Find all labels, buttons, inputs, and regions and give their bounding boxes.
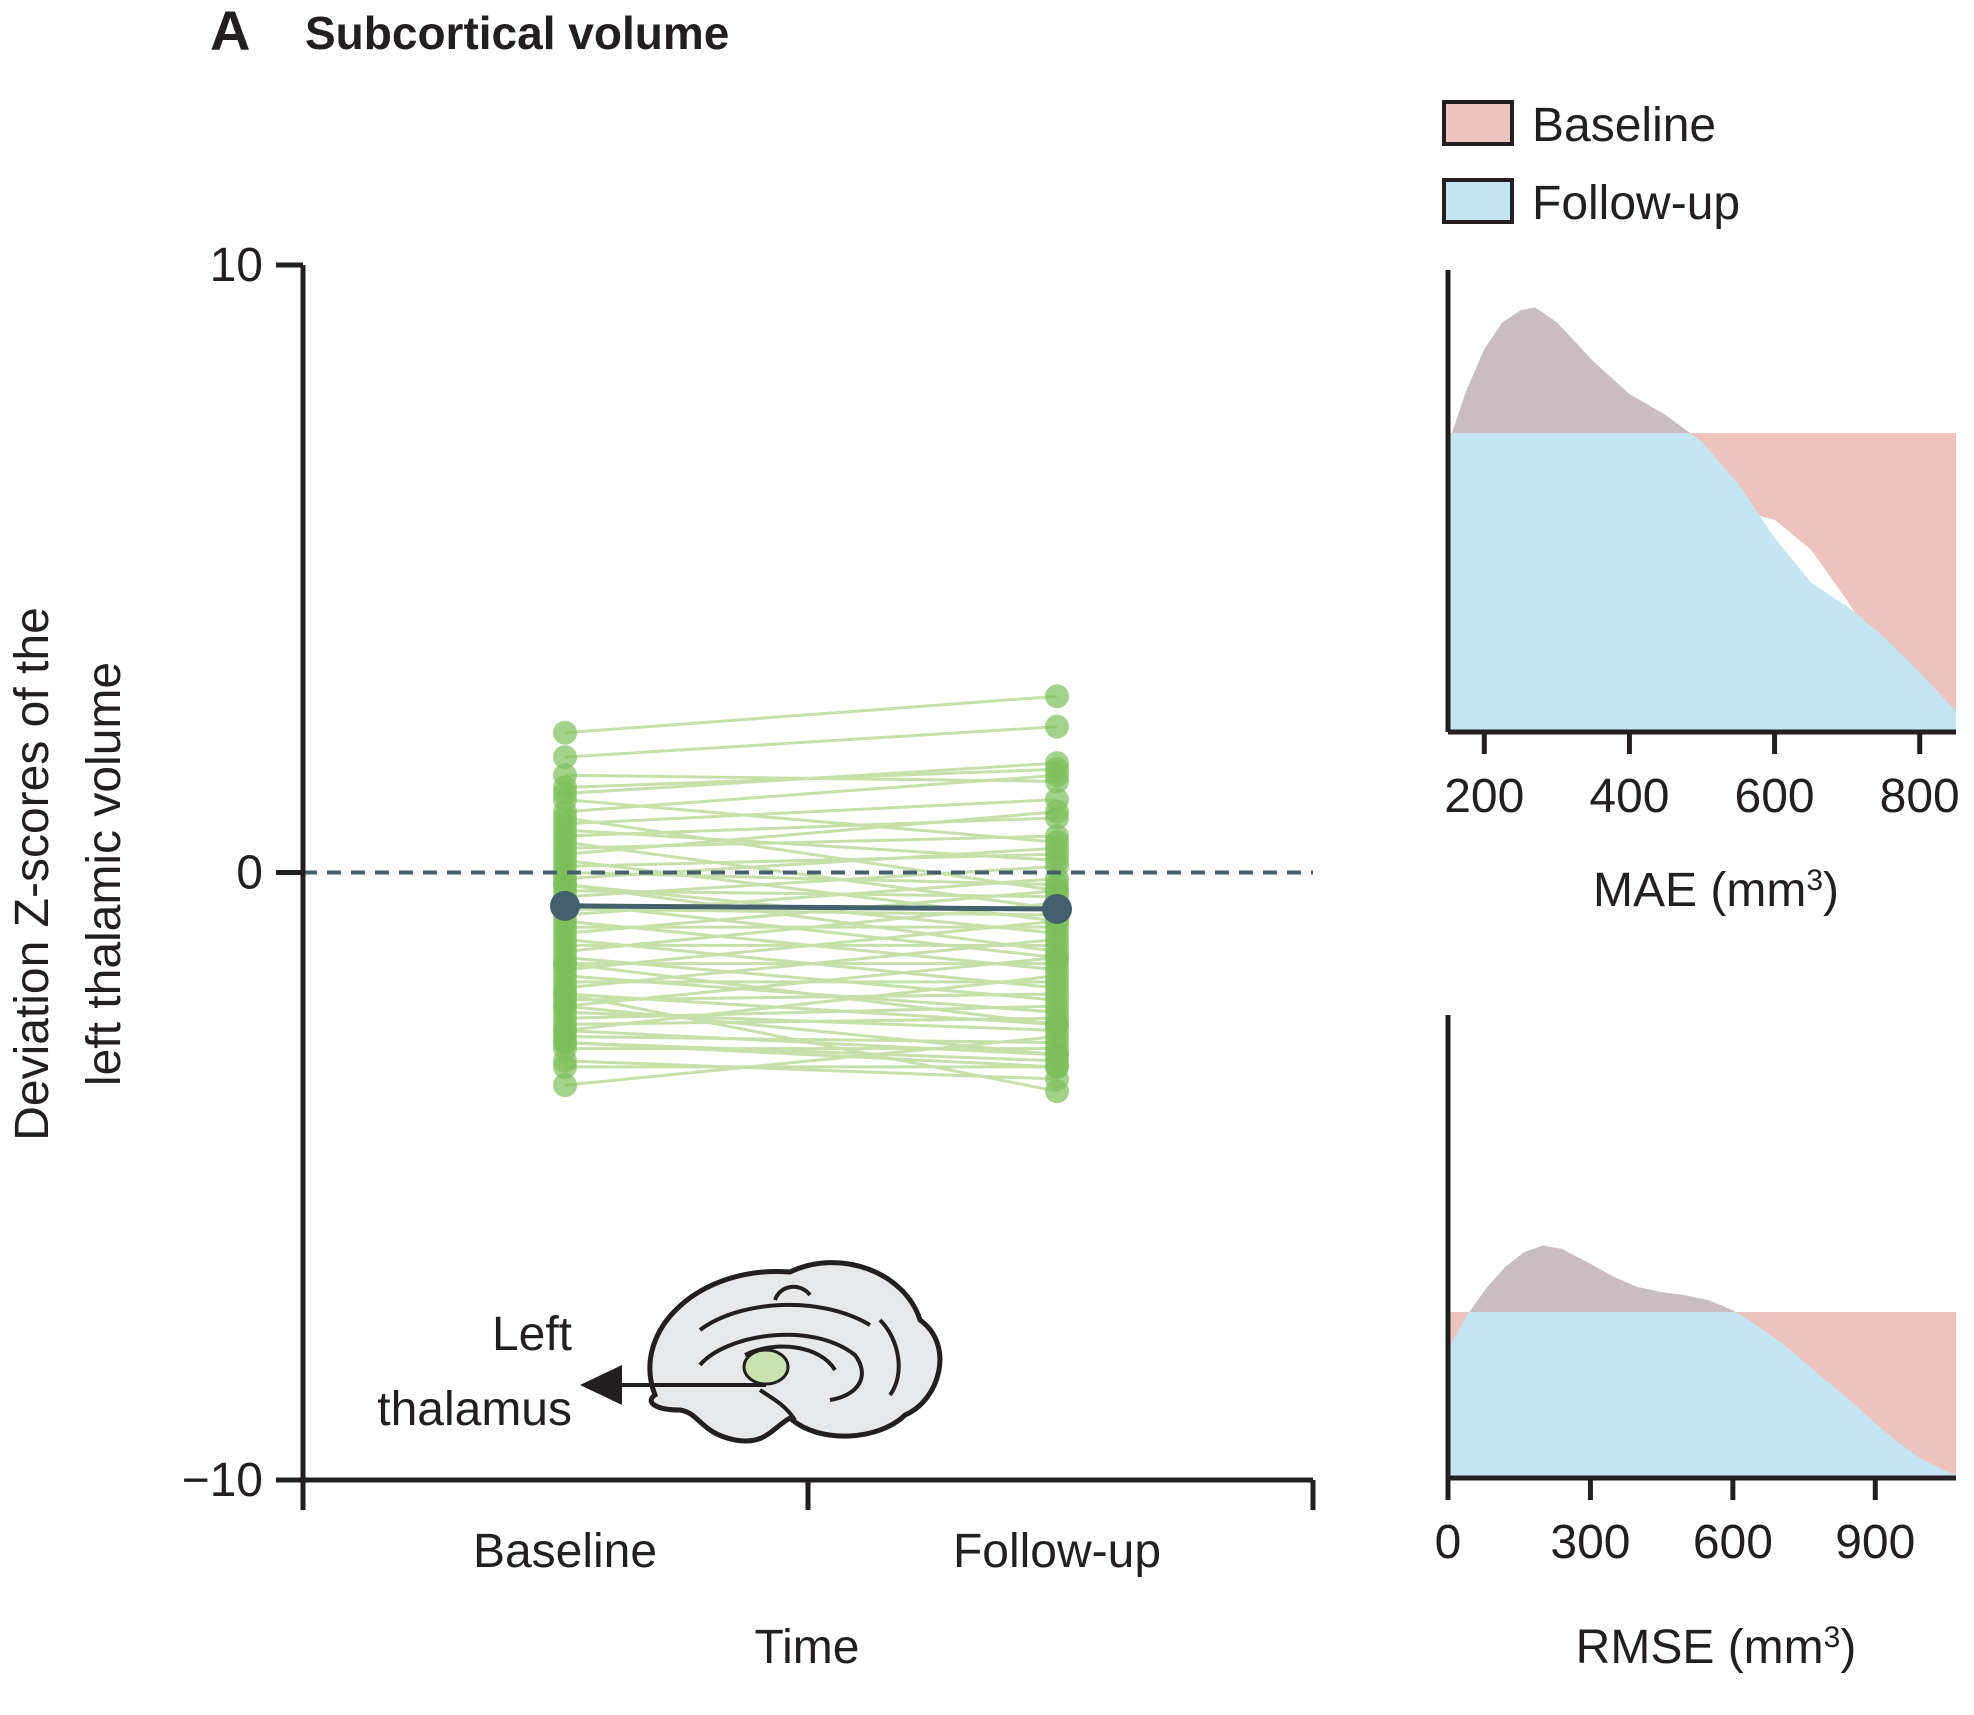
subject-line (564, 962, 1058, 1026)
x-tick-label: Follow-up (953, 1525, 1161, 1578)
thalamus-highlight (742, 1348, 790, 1386)
subject-point-baseline (553, 745, 577, 770)
subject-point-followup (1045, 1012, 1069, 1037)
rmse-density-plot: 0 300 600 900 RMSE (mm3) (1435, 1015, 1956, 1674)
subject-point-followup (1045, 684, 1069, 709)
legend-swatch-followup (1442, 178, 1514, 224)
subject-line (564, 889, 1058, 935)
subject-line (564, 901, 1058, 953)
brain-icon (647, 1260, 943, 1444)
subject-point-baseline (553, 1054, 577, 1079)
subject-point-followup (1045, 963, 1069, 988)
subject-line (564, 1016, 1058, 1026)
brain-gyrus-line (878, 1318, 901, 1397)
subject-line (564, 883, 1058, 953)
x-tick-label: 600 (1693, 1516, 1773, 1569)
x-axis-label: RMSE (mm3) (1576, 1621, 1857, 1675)
subject-point-followup (1045, 1054, 1069, 1079)
x-tick-label: 600 (1735, 770, 1815, 823)
subject-line (564, 1035, 1058, 1087)
density-overlap (1469, 1245, 1736, 1312)
brain-stem-line (758, 1388, 797, 1422)
x-tick-label: 0 (1435, 1516, 1462, 1569)
x-tick-label: 400 (1589, 770, 1669, 823)
subject-line (564, 956, 1058, 1008)
mean-point-baseline (550, 890, 580, 921)
subject-line (564, 798, 1058, 826)
inset-label-line-1: Left (492, 1308, 572, 1361)
x-tick-label: 200 (1444, 770, 1524, 823)
paired-plot: 10 0 −10 Baseline Follow-up Time Deviation … (6, 239, 1316, 1674)
subject-line (564, 852, 1058, 868)
mean-point-followup (1042, 893, 1072, 924)
subject-point-baseline (553, 1073, 577, 1098)
x-axis: Baseline Follow-up (300, 1477, 1316, 1578)
subject-point-followup (1045, 763, 1069, 788)
x-axis-label: Time (755, 1621, 860, 1674)
x-axis: 200 400 600 800 (1444, 270, 1960, 823)
subject-point-baseline (553, 951, 577, 976)
subject-line (564, 725, 1058, 759)
mean-line (564, 903, 1058, 912)
y-axis-label-line-2: left thalamic volume (78, 662, 131, 1086)
subject-line (564, 974, 1058, 1032)
subject-line (564, 1041, 1058, 1069)
x-tick-label: Baseline (473, 1525, 657, 1578)
panel-letter: A (210, 0, 251, 62)
subject-point-followup (1045, 939, 1069, 964)
x-tick-label: 800 (1880, 770, 1960, 823)
legend: Baseline Follow-up (1442, 99, 1740, 230)
subject-line (564, 937, 1058, 990)
subject-line (564, 767, 1058, 789)
y-tick-label: 10 (210, 239, 263, 292)
x-tick-label: 900 (1835, 1516, 1915, 1569)
subject-line (564, 773, 1058, 814)
y-axis-label-line-1: Deviation Z-scores of the (6, 607, 59, 1141)
y-tick-label: −10 (182, 1454, 263, 1507)
subject-point-baseline (553, 982, 577, 1006)
brain-inset: Left thalamus (377, 1260, 943, 1444)
subject-point-followup (1045, 799, 1069, 824)
subject-line (564, 919, 1058, 972)
subject-point-followup (1045, 714, 1069, 739)
y-tick-label: 0 (236, 847, 263, 900)
subject-point-baseline (553, 1030, 577, 1055)
density-area-baseline (1448, 433, 1956, 718)
subject-line (564, 1004, 1058, 1020)
subject-line (564, 810, 1058, 856)
subject-point-baseline (553, 872, 577, 897)
x-tick-label: 300 (1550, 1516, 1630, 1569)
arrow-head-icon (580, 1365, 622, 1405)
x-axis: 0 300 600 900 (1435, 1015, 1956, 1569)
density-area-baseline (1448, 1312, 1956, 1477)
y-axis: 10 0 −10 (182, 239, 306, 1507)
legend-label-followup: Follow-up (1532, 177, 1740, 230)
brain-gyrus-line (773, 1284, 812, 1301)
subject-lines (564, 694, 1058, 1093)
subject-line (564, 877, 1058, 917)
subject-line (564, 1035, 1058, 1045)
subject-point-baseline (553, 720, 577, 745)
x-axis-label: MAE (mm3) (1593, 864, 1839, 918)
legend-label-baseline: Baseline (1532, 99, 1716, 152)
brain-gyrus-line (698, 1302, 872, 1332)
legend-swatch-baseline (1442, 100, 1514, 146)
subject-line (564, 816, 1058, 838)
subject-line (564, 694, 1058, 735)
subject-line (564, 1004, 1058, 1057)
mae-density-plot: 200 400 600 800 MAE (mm3) (1444, 270, 1960, 917)
subject-line (564, 992, 1058, 1093)
subject-line (564, 816, 1058, 893)
density-overlap (1452, 307, 1690, 433)
panel-title: Subcortical volume (305, 7, 730, 59)
subject-point-followup (1045, 1079, 1069, 1104)
inset-label-line-2: thalamus (377, 1383, 572, 1436)
subject-point-followup (1045, 836, 1069, 861)
brain-gyrus-line (698, 1332, 864, 1402)
